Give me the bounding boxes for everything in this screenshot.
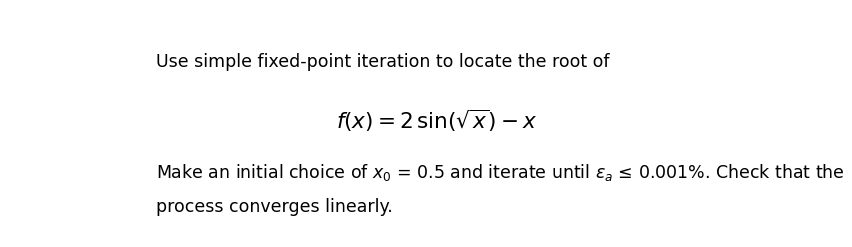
Text: Use simple fixed-point iteration to locate the root of: Use simple fixed-point iteration to loca… [156, 53, 609, 71]
Text: process converges linearly.: process converges linearly. [156, 198, 393, 216]
Text: Make an initial choice of $x_0$ = 0.5 and iterate until $\varepsilon_a$ ≤ 0.001%: Make an initial choice of $x_0$ = 0.5 an… [156, 162, 845, 183]
Text: $f(x) = 2\,\sin(\sqrt{x}) - x$: $f(x) = 2\,\sin(\sqrt{x}) - x$ [336, 108, 538, 134]
